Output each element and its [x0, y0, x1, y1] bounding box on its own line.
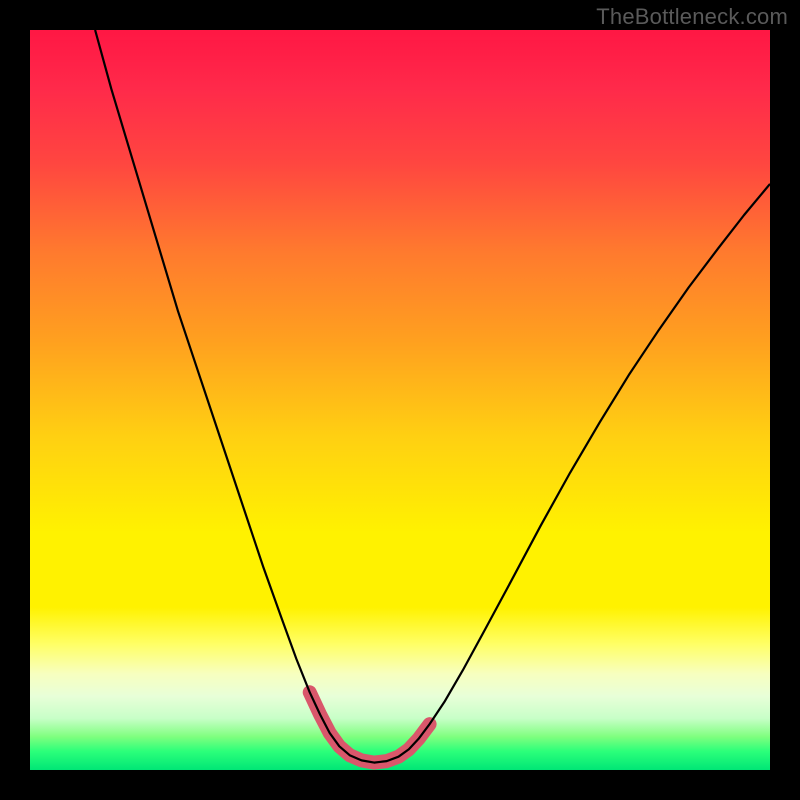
chart-svg [30, 30, 770, 770]
watermark-text: TheBottleneck.com [596, 4, 788, 30]
gradient-background [30, 30, 770, 770]
chart-container: TheBottleneck.com [0, 0, 800, 800]
plot-area [30, 30, 770, 770]
